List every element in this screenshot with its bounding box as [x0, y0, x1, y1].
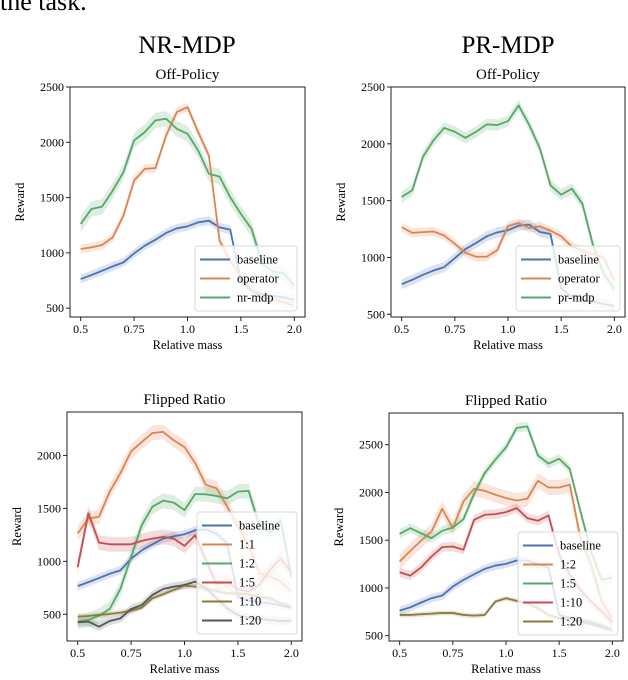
legend-label: baseline	[560, 539, 601, 553]
preceding-text-fragment: the task.	[0, 0, 87, 16]
confidence-band-1-20	[399, 595, 613, 633]
legend-label: baseline	[239, 519, 280, 533]
legend-label: 1:10	[239, 595, 261, 609]
x-tick-label: 1.0	[499, 646, 514, 660]
x-tick-label: 0.5	[392, 646, 407, 660]
legend: baseline operator nr-mdp	[194, 245, 298, 312]
x-tick-label: 2.0	[605, 646, 620, 660]
y-tick-label: 1500	[40, 191, 64, 205]
chart-panel-top-left: Off-Policy baseline operator nr-mdp 0.5 0.75 1…	[13, 67, 306, 352]
x-axis-label: Relative mass	[150, 662, 220, 676]
x-axis-label: Relative mass	[153, 338, 223, 352]
axes-title: Flipped Ratio	[143, 392, 225, 408]
y-tick-label: 2000	[359, 485, 383, 499]
x-tick-label: 0.75	[444, 322, 465, 336]
legend-label: baseline	[237, 253, 278, 267]
legend-label: nr-mdp	[237, 291, 274, 305]
x-tick-label: 2.0	[287, 322, 302, 336]
confidence-band-operator	[401, 218, 615, 286]
column-title-nr-mdp: NR-MDP	[138, 32, 236, 59]
y-axis-label: Reward	[10, 506, 24, 546]
series-line-1-5	[399, 425, 613, 581]
series-line-pr-mdp	[401, 104, 616, 290]
y-tick-label: 1000	[361, 250, 385, 264]
x-tick-label: 1.5	[552, 646, 567, 660]
x-tick-label: 1.5	[554, 322, 569, 336]
legend-label: 1:5	[560, 577, 576, 591]
x-tick-label: 1.5	[233, 322, 248, 336]
y-tick-label: 2500	[361, 80, 385, 94]
y-tick-label: 500	[365, 629, 383, 643]
y-tick-label: 1000	[40, 246, 64, 260]
x-tick-label: 0.75	[124, 322, 145, 336]
legend-label: operator	[558, 272, 600, 286]
x-tick-label: 0.5	[73, 322, 88, 336]
y-tick-label: 1000	[359, 581, 383, 595]
y-tick-label: 500	[46, 301, 64, 315]
legend: baseline 1:1 1:2 1:5 1:10 1:20	[196, 511, 298, 635]
legend-label: pr-mdp	[558, 291, 595, 305]
x-tick-label: 2.0	[284, 646, 299, 660]
y-axis-label: Reward	[13, 182, 27, 222]
y-tick-label: 1000	[37, 554, 61, 568]
y-tick-label: 500	[367, 307, 385, 321]
axes-title: Flipped Ratio	[465, 393, 547, 409]
y-tick-label: 1500	[37, 501, 61, 515]
x-axis-label: Relative mass	[471, 662, 541, 676]
y-tick-label: 2000	[361, 137, 385, 151]
legend: baseline operator pr-mdp	[515, 245, 621, 312]
axes-title: Off-Policy	[156, 67, 220, 83]
confidence-band-1-5	[77, 505, 292, 600]
y-tick-label: 2500	[40, 80, 64, 94]
confidence-band-1-5	[399, 421, 613, 585]
series-line-1-2	[398, 479, 614, 619]
legend-label: 1:5	[239, 576, 255, 590]
legend-label: 1:20	[560, 615, 582, 629]
y-tick-label: 1500	[361, 194, 385, 208]
x-tick-label: 0.75	[121, 646, 142, 660]
legend-box	[194, 245, 298, 312]
x-tick-label: 0.5	[394, 322, 409, 336]
x-axis-label: Relative mass	[473, 338, 543, 352]
y-tick-label: 2000	[40, 135, 64, 149]
legend-label: 1:2	[239, 557, 255, 571]
legend-label: operator	[237, 272, 279, 286]
column-title-pr-mdp: PR-MDP	[461, 32, 555, 59]
x-tick-label: 1.5	[230, 646, 245, 660]
legend-label: 1:20	[239, 614, 261, 628]
y-tick-label: 2000	[37, 448, 61, 462]
x-tick-label: 1.0	[501, 322, 516, 336]
chart-panel-bottom-left: Flipped Ratio baseline 1:1 1:2 1:5 1:10 1:20 0.…	[10, 392, 303, 676]
legend-label: 1:2	[560, 558, 576, 572]
y-tick-label: 500	[43, 607, 61, 621]
x-tick-label: 0.5	[70, 646, 85, 660]
x-tick-label: 2.0	[607, 322, 622, 336]
legend-box	[196, 511, 298, 635]
chart-panel-bottom-right: Flipped Ratio baseline 1:2 1:5 1:10 1:20 0.5 0.…	[332, 393, 624, 676]
y-tick-label: 1500	[359, 533, 383, 547]
y-tick-label: 2500	[359, 438, 383, 452]
y-axis-label: Reward	[334, 182, 348, 222]
legend: baseline 1:2 1:5 1:10 1:20	[517, 531, 619, 636]
legend-box	[515, 245, 621, 312]
x-tick-label: 0.75	[442, 646, 463, 660]
x-tick-label: 1.0	[177, 646, 192, 660]
legend-label: 1:10	[560, 596, 582, 610]
y-axis-label: Reward	[332, 507, 346, 547]
confidence-band-1-2	[399, 473, 613, 626]
axes-title: Off-Policy	[476, 67, 540, 83]
chart-panel-top-right: Off-Policy baseline operator pr-mdp 0.5 0.75 1…	[334, 67, 626, 352]
legend-label: 1:1	[239, 538, 255, 552]
legend-box	[517, 531, 619, 636]
legend-label: baseline	[558, 253, 599, 267]
x-tick-label: 1.0	[180, 322, 195, 336]
